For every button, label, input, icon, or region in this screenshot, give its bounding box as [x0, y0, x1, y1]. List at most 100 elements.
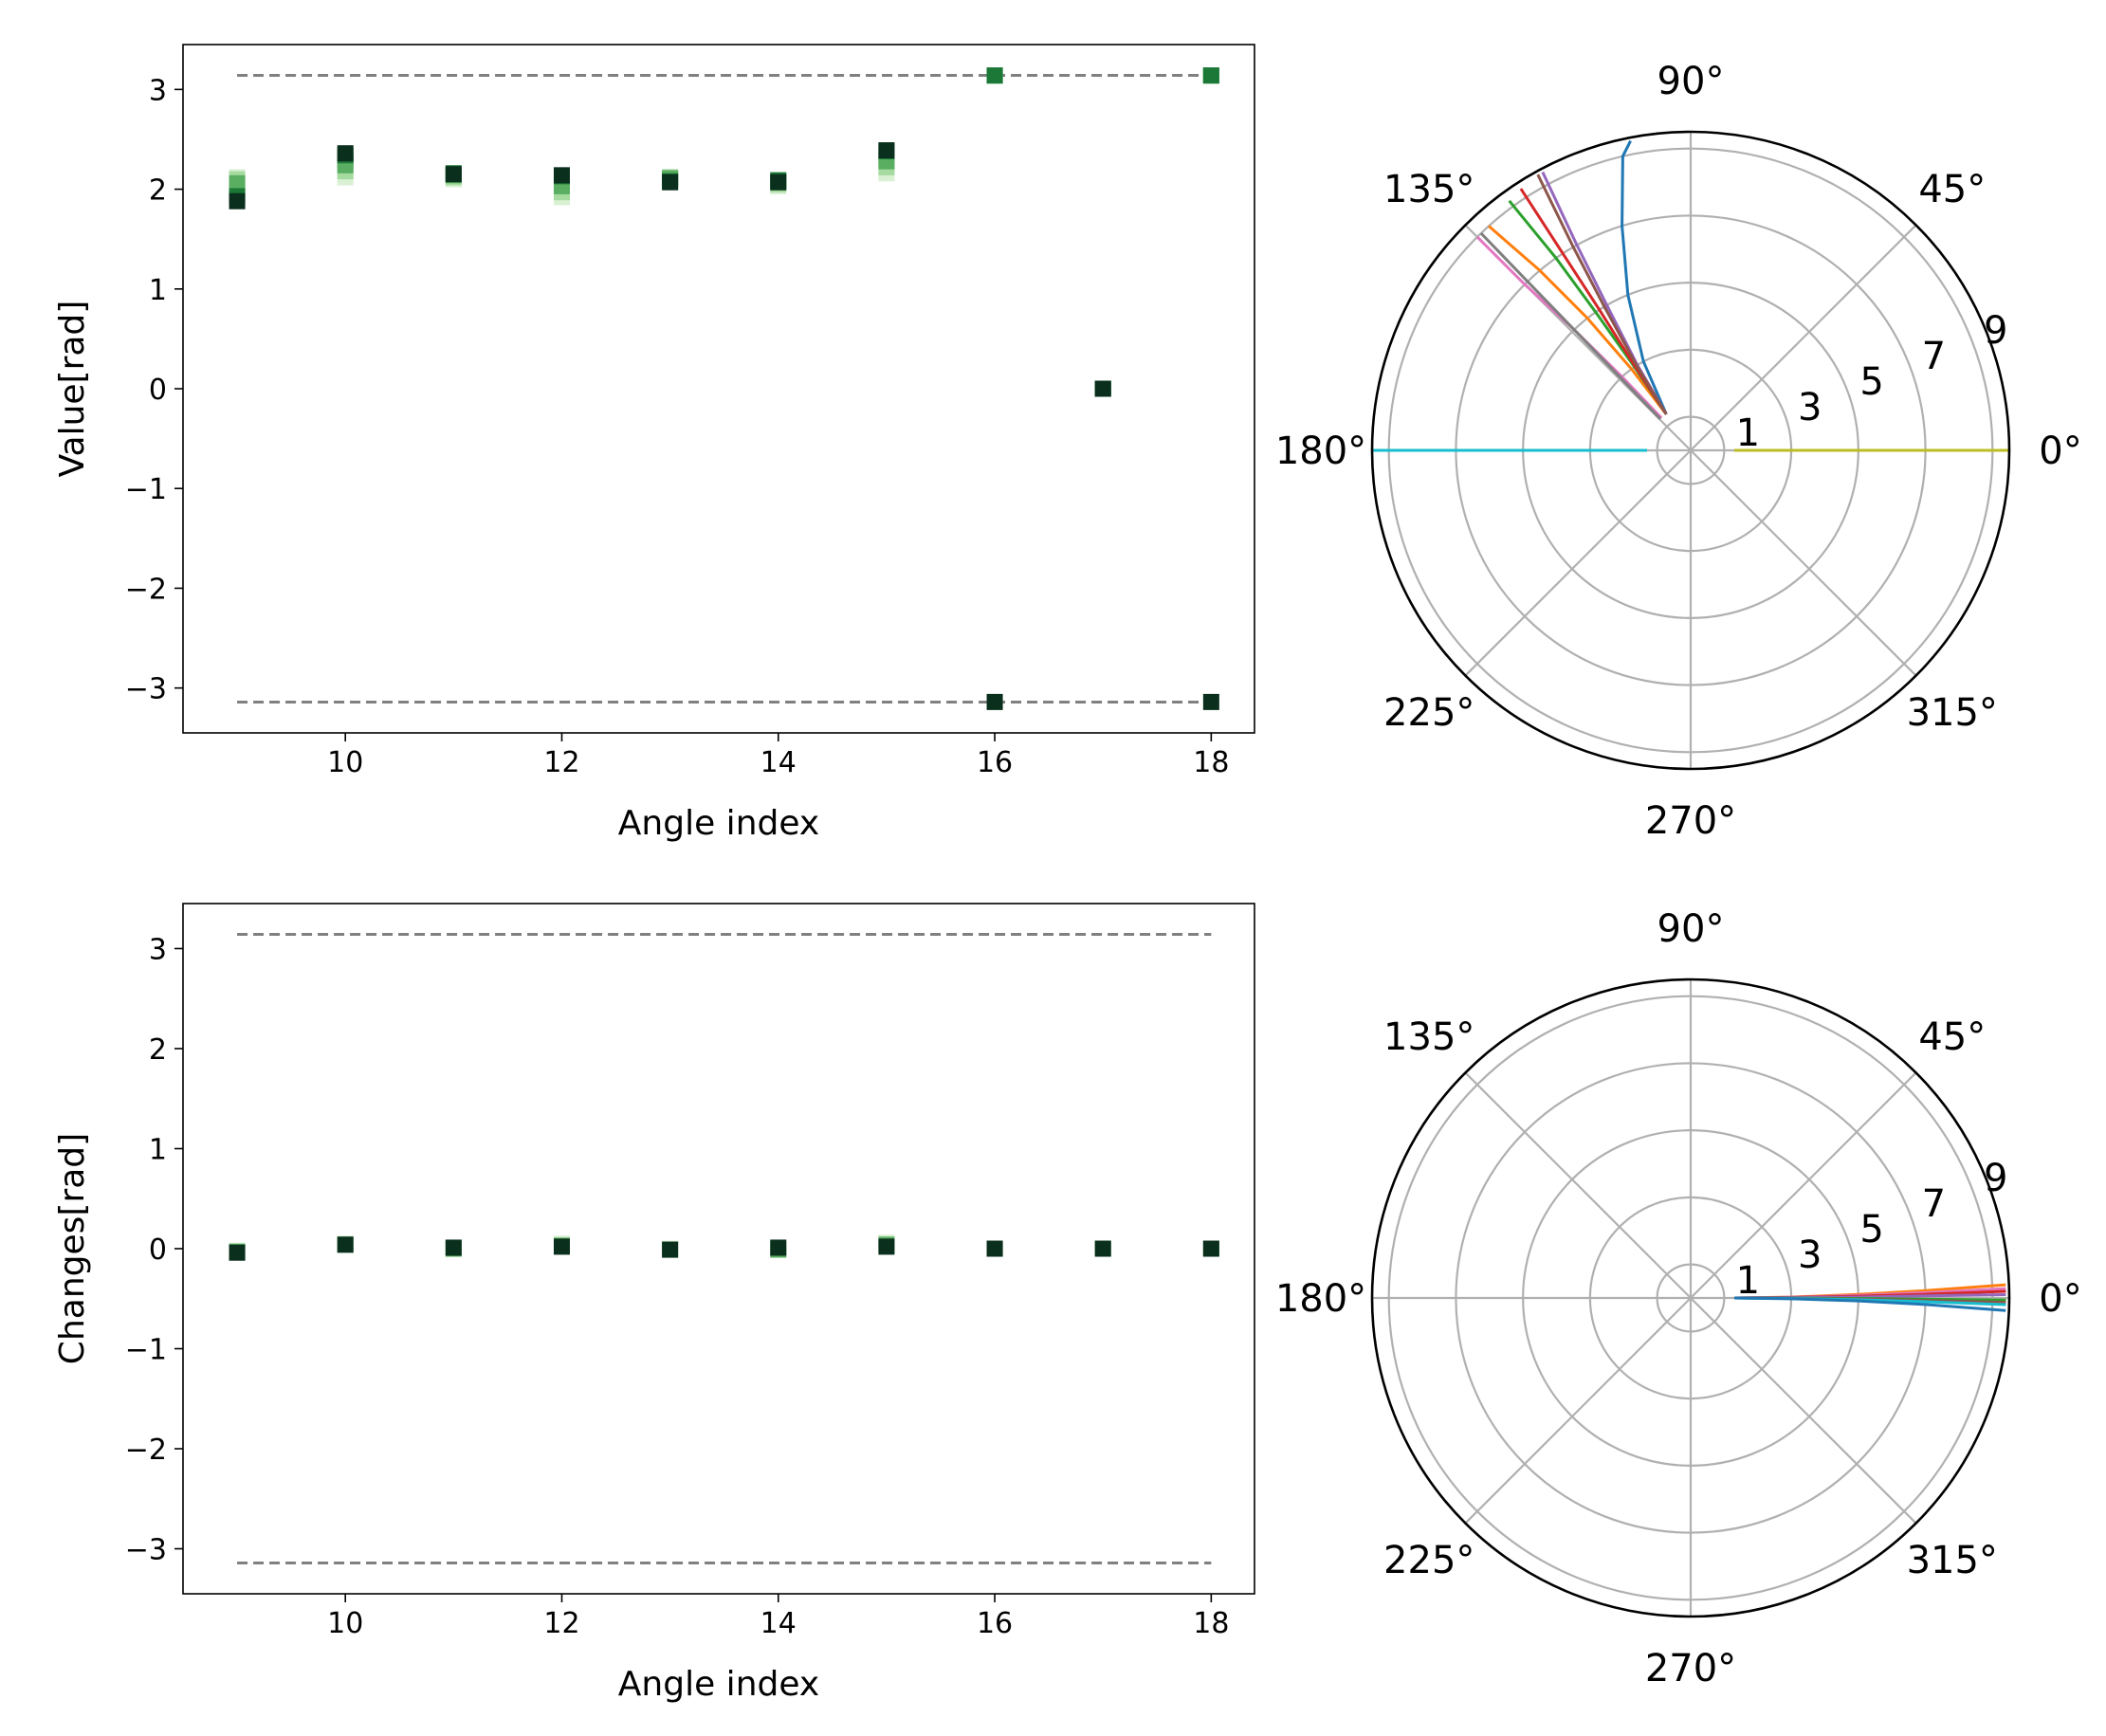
value-x-axis-label: Angle index	[618, 804, 819, 843]
value-marker	[986, 693, 1003, 710]
polar-bottom-r-tick-label: 7	[1922, 1182, 1946, 1226]
polar-top-r-tick-label: 5	[1859, 360, 1883, 404]
polar-bottom-angular-gridline	[1690, 1297, 1917, 1525]
changes-y-tick-label: 1	[149, 1133, 167, 1166]
value-markers	[229, 67, 1219, 710]
changes-marker	[1202, 1240, 1219, 1257]
polar-top-outer-circle	[1370, 130, 2011, 771]
changes-y-axis-label: Changes[rad]	[53, 1133, 92, 1364]
polar-bottom-outer-circle	[1370, 978, 2011, 1618]
polar-top-r-tick-label: 9	[1984, 309, 2007, 353]
changes-marker	[878, 1238, 895, 1255]
polar-top-theta-tick-label: 180°	[1275, 429, 1366, 473]
polar-top-theta-tick-label: 315°	[1907, 691, 1998, 735]
value-y-tick-label: 2	[149, 174, 167, 208]
value-marker	[445, 166, 462, 183]
changes-y-ticks: −3 −2 −1 0 1 2 3	[125, 933, 183, 1567]
changes-x-tick-label: 10	[327, 1607, 363, 1640]
polar-bottom-r-tick-label: 3	[1798, 1233, 1822, 1277]
value-marker	[337, 145, 354, 162]
polar-top-theta-tick-label: 135°	[1383, 168, 1474, 211]
changes-x-tick-label: 14	[760, 1607, 797, 1640]
polar-top-theta-tick-label: 270°	[1645, 799, 1736, 843]
polar-top-r-tick-label: 3	[1798, 386, 1822, 429]
changes-y-tick-label: −3	[125, 1534, 167, 1567]
changes-y-tick-label: 2	[149, 1033, 167, 1067]
value-y-ticks: −3 −2 −1 0 1 2 3	[125, 74, 183, 706]
changes-marker	[662, 1241, 679, 1258]
changes-x-tick-label: 18	[1193, 1607, 1229, 1640]
polar-top-angular-gridline	[1690, 224, 1917, 451]
polar-bottom-angular-gridline	[1464, 1297, 1692, 1525]
polar-top-series-line	[1488, 225, 1668, 415]
changes-x-tick-label: 16	[977, 1607, 1013, 1640]
changes-bound-lines	[237, 933, 1212, 1564]
polar-bottom-frame	[1370, 978, 2011, 1618]
changes-y-tick-label: −2	[125, 1434, 167, 1467]
polar-bottom-theta-tick-label: 180°	[1275, 1277, 1366, 1321]
value-bound-lines	[237, 73, 1212, 704]
changes-x-ticks: 10 12 14 16 18	[327, 1594, 1229, 1640]
value-marker	[986, 67, 1003, 84]
value-marker	[553, 167, 570, 184]
polar-bottom-series	[1733, 1283, 2006, 1312]
polar-top-frame	[1370, 130, 2011, 771]
value-x-tick-label: 16	[977, 746, 1013, 779]
value-x-tick-label: 14	[760, 746, 797, 779]
value-x-ticks: 10 12 14 16 18	[327, 733, 1229, 779]
value-marker	[1202, 693, 1219, 710]
value-x-tick-label: 12	[543, 746, 579, 779]
changes-marker	[1094, 1240, 1111, 1257]
value-y-tick-label: −3	[125, 673, 167, 706]
polar-bottom-theta-tick-label: 225°	[1383, 1539, 1474, 1582]
changes-y-tick-label: −1	[125, 1334, 167, 1367]
polar-bottom-r-tick-label: 5	[1859, 1208, 1883, 1252]
polar-bottom-series-line	[1733, 1296, 2006, 1312]
value-marker	[770, 174, 787, 191]
value-y-axis-label: Value[rad]	[53, 301, 92, 478]
polar-top-angular-gridline	[1464, 449, 1692, 677]
polar-bottom-theta-tick-label: 270°	[1645, 1647, 1736, 1690]
polar-top-r-tick-label: 7	[1922, 335, 1946, 378]
changes-marker	[770, 1239, 787, 1256]
changes-marker	[229, 1244, 246, 1261]
polar-bottom-r-tick-label: 1	[1736, 1259, 1760, 1303]
polar-bottom-theta-tick-label: 45°	[1918, 1015, 1986, 1059]
polar-bottom-theta-tick-label: 315°	[1907, 1539, 1998, 1582]
polar-bottom-theta-tick-label: 135°	[1383, 1015, 1474, 1059]
value-marker	[1202, 67, 1219, 84]
polar-top-theta-tick-label: 90°	[1657, 60, 1725, 103]
changes-marker	[445, 1239, 462, 1256]
value-y-tick-label: −2	[125, 573, 167, 606]
polar-bottom-theta-tick-label: 90°	[1657, 907, 1725, 951]
changes-markers	[229, 1234, 1219, 1261]
value-y-tick-label: 1	[149, 274, 167, 307]
changes-x-axis-label: Angle index	[618, 1665, 819, 1704]
value-x-tick-label: 18	[1193, 746, 1229, 779]
value-marker	[662, 174, 679, 191]
changes-marker	[337, 1236, 354, 1253]
polar-top-r-tick-label: 1	[1736, 411, 1760, 455]
value-x-tick-label: 10	[327, 746, 363, 779]
polar-top-series-line	[1621, 139, 1668, 415]
value-y-tick-label: 3	[149, 74, 167, 107]
value-y-tick-label: −1	[125, 473, 167, 506]
polar-bottom-angular-gridline	[1690, 1071, 1917, 1299]
polar-top-angular-gridline	[1690, 449, 1917, 677]
polar-top-theta-tick-label: 0°	[2039, 429, 2081, 473]
polar-bottom-angular-gridline	[1464, 1071, 1692, 1299]
polar-top-theta-tick-label: 225°	[1383, 691, 1474, 735]
polar-top-series	[1372, 139, 2009, 452]
polar-top-theta-tick-label: 45°	[1918, 168, 1986, 211]
polar-bottom-r-tick-label: 9	[1984, 1157, 2007, 1200]
changes-marker	[553, 1238, 570, 1255]
value-marker	[229, 192, 246, 210]
polar-top-series-line	[1536, 174, 1668, 415]
